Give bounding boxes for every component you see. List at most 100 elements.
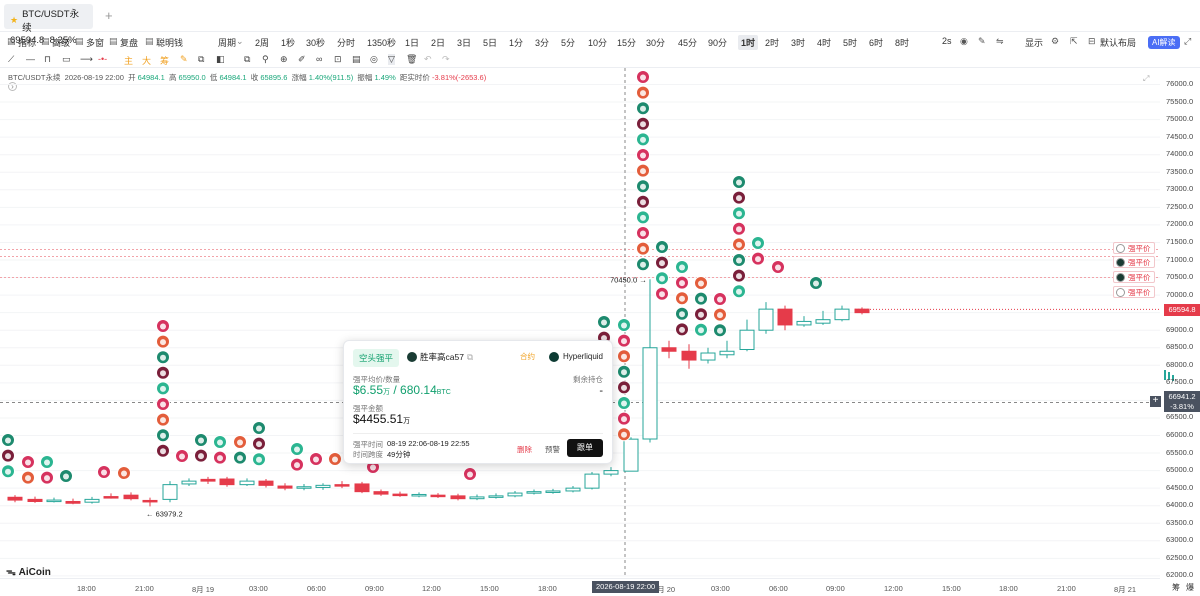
zoom-icon[interactable]: ⊕ bbox=[280, 54, 288, 64]
candle-body bbox=[545, 490, 561, 493]
smartmoney-icon: ▤ bbox=[145, 36, 154, 46]
time-tick: 18:00 bbox=[538, 584, 557, 593]
chevron-down-icon[interactable]: ⌄ bbox=[236, 36, 244, 46]
arrow-icon[interactable]: -•- bbox=[98, 54, 108, 64]
period-2[interactable]: 30秒 bbox=[306, 38, 326, 48]
layout-icon[interactable]: ⊟ bbox=[1088, 36, 1096, 46]
line-tool-icon[interactable]: ⟋ bbox=[8, 54, 15, 64]
avg-unit: 万 bbox=[383, 389, 391, 396]
period-18[interactable]: 2时 bbox=[765, 38, 780, 48]
period-16[interactable]: 90分 bbox=[708, 38, 728, 48]
magnet-icon[interactable]: ◧ bbox=[216, 54, 225, 64]
avatar-face-icon bbox=[25, 475, 31, 482]
period-3[interactable]: 分时 bbox=[337, 38, 356, 48]
undo-icon[interactable]: ↶ bbox=[424, 54, 432, 64]
note-icon[interactable]: ▤ bbox=[352, 54, 361, 64]
toolbar-period-menu[interactable]: 周期 bbox=[218, 38, 237, 48]
period-1[interactable]: 1秒 bbox=[281, 38, 296, 48]
avatar-face-icon bbox=[640, 183, 646, 190]
period-21[interactable]: 5时 bbox=[843, 38, 858, 48]
period-22[interactable]: 6时 bbox=[869, 38, 884, 48]
copy-icon[interactable]: ⧉ bbox=[466, 351, 474, 362]
star-icon[interactable]: ★ bbox=[10, 14, 19, 25]
layout-menu[interactable]: 默认布局 bbox=[1100, 38, 1137, 48]
trader-user[interactable]: 胜率高ca57 ⧉ bbox=[407, 351, 473, 363]
copy-icon[interactable]: ⧉ bbox=[198, 54, 205, 64]
toolbar-replay[interactable]: 复盘 bbox=[120, 38, 139, 48]
period-11[interactable]: 5分 bbox=[561, 38, 576, 48]
toolbar-advanced[interactable]: 高级 bbox=[52, 38, 71, 48]
lock-icon[interactable]: ⊡ bbox=[334, 54, 342, 64]
display-menu[interactable]: 显示 bbox=[1025, 38, 1044, 48]
horizontal-line-icon[interactable]: — bbox=[26, 54, 35, 64]
clone-icon[interactable]: ⧉ bbox=[244, 54, 251, 64]
refresh-interval[interactable]: 2s bbox=[942, 36, 952, 46]
period-6[interactable]: 2日 bbox=[431, 38, 446, 48]
trash-icon[interactable]: 🗑 bbox=[406, 54, 418, 64]
period-12[interactable]: 10分 bbox=[588, 38, 608, 48]
period-17[interactable]: 1时 bbox=[738, 35, 759, 50]
period-19[interactable]: 3时 bbox=[791, 38, 806, 48]
follow-button[interactable]: 跟单 bbox=[567, 439, 603, 457]
avatar-face-icon bbox=[467, 471, 473, 478]
period-7[interactable]: 3日 bbox=[457, 38, 472, 48]
period-9[interactable]: 1分 bbox=[509, 38, 524, 48]
price-axis[interactable]: 76000.0 75500.0 75000.0 74500.0 74000.0 73500… bbox=[1162, 68, 1200, 579]
avatar-face-icon bbox=[621, 338, 627, 345]
period-0[interactable]: 2周 bbox=[255, 38, 270, 48]
main-force-label[interactable]: 主 bbox=[124, 56, 134, 66]
chip-toggle[interactable]: 筹 bbox=[1172, 583, 1180, 592]
filter-icon[interactable]: ▽ bbox=[388, 54, 395, 65]
period-20[interactable]: 4时 bbox=[817, 38, 832, 48]
period-4[interactable]: 1350秒 bbox=[367, 38, 397, 48]
liquidation-price-label[interactable]: 强平价 bbox=[1113, 242, 1155, 254]
redo-icon[interactable]: ↷ bbox=[442, 54, 450, 64]
edit-icon[interactable]: ✎ bbox=[180, 54, 188, 64]
liquidation-price-label[interactable]: 强平价 bbox=[1113, 256, 1155, 268]
add-tab-icon[interactable]: + bbox=[105, 8, 113, 23]
rectangle-icon[interactable]: ▭ bbox=[62, 54, 71, 64]
time-tick: 12:00 bbox=[884, 584, 903, 593]
period-14[interactable]: 30分 bbox=[646, 38, 666, 48]
delete-button[interactable]: 删除 bbox=[517, 445, 532, 454]
toolbar-indicator[interactable]: 指标 bbox=[18, 38, 37, 48]
brush-icon[interactable]: ✐ bbox=[298, 54, 306, 64]
period-15[interactable]: 45分 bbox=[678, 38, 698, 48]
toolbar-multiwindow[interactable]: 多窗 bbox=[86, 38, 105, 48]
add-alert-icon[interactable]: + bbox=[1150, 396, 1161, 407]
alert-button[interactable]: 预警 bbox=[545, 445, 560, 454]
period-23[interactable]: 8时 bbox=[895, 38, 910, 48]
expand-icon[interactable]: ⇱ bbox=[1070, 36, 1078, 46]
avatar-face-icon bbox=[698, 327, 704, 334]
fullscreen-icon[interactable]: ⤢ bbox=[1143, 74, 1150, 83]
low-value: 64984.1 bbox=[219, 73, 247, 82]
period-5[interactable]: 1日 bbox=[405, 38, 420, 48]
chip-label[interactable]: 筹 bbox=[160, 56, 170, 66]
time-axis[interactable]: 18:00 21:00 8月 19 03:00 06:00 09:00 12:00 15:00… bbox=[0, 578, 1160, 596]
time-tick: 09:00 bbox=[826, 584, 845, 593]
ai-analysis-button[interactable]: AI解读 bbox=[1148, 36, 1180, 49]
liquidation-price-label[interactable]: 强平价 bbox=[1113, 271, 1155, 283]
burst-toggle[interactable]: 爆 bbox=[1186, 583, 1194, 592]
fullscreen-icon[interactable]: ⤢ bbox=[1184, 36, 1192, 46]
time-tick: 8月 20 bbox=[653, 585, 676, 594]
symbol-tab[interactable]: ★ BTC/USDT永续 69594.8 8.25% bbox=[4, 4, 93, 46]
period-13[interactable]: 15分 bbox=[617, 38, 637, 48]
draw-icon[interactable]: ✎ bbox=[978, 36, 986, 46]
big-order-label[interactable]: 大 bbox=[142, 56, 152, 66]
period-10[interactable]: 3分 bbox=[535, 38, 550, 48]
compare-icon[interactable]: ⇋ bbox=[996, 36, 1004, 46]
measure-icon[interactable]: ∞ bbox=[316, 54, 323, 64]
settings-icon[interactable]: ⚙ bbox=[1051, 36, 1060, 46]
ray-icon[interactable]: ⟶ bbox=[80, 54, 93, 64]
liquidation-price-label[interactable]: 强平价 bbox=[1113, 286, 1155, 298]
candlestick-chart[interactable]: 70450.0 → ← 63979.2 bbox=[0, 68, 1200, 596]
layers-icon[interactable]: ◎ bbox=[370, 54, 378, 64]
camera-icon[interactable]: ◉ bbox=[960, 36, 968, 46]
collapse-icon[interactable]: › bbox=[8, 82, 17, 91]
close-value: 65895.6 bbox=[260, 73, 288, 82]
link-icon[interactable]: ⚲ bbox=[262, 54, 269, 64]
period-8[interactable]: 5日 bbox=[483, 38, 498, 48]
toolbar-smartmoney[interactable]: 聪明钱 bbox=[156, 38, 184, 48]
channel-icon[interactable]: ⊓ bbox=[44, 54, 52, 64]
